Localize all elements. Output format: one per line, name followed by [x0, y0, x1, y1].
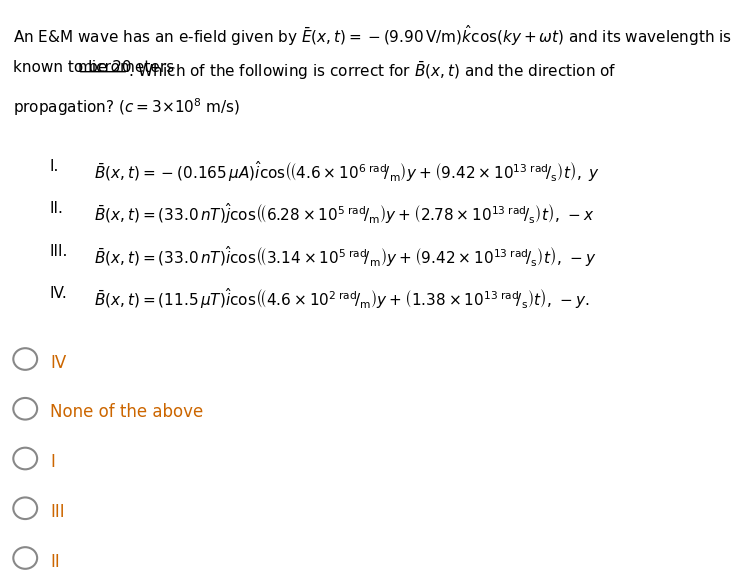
Text: $\bar{B}(x,t) = -(0.165\,\mu A)\hat{i}\cos\!\left(\!\left(4.6 \times 10^6\,{}^{\: $\bar{B}(x,t) = -(0.165\,\mu A)\hat{i}\c…: [94, 159, 599, 184]
Text: II.: II.: [49, 201, 63, 217]
Text: IV: IV: [50, 353, 67, 372]
Text: . Which of the following is correct for $\bar{B}(x, t)$ and the direction of: . Which of the following is correct for …: [128, 60, 617, 82]
Text: IV.: IV.: [49, 286, 67, 301]
Text: $\bar{B}(x,t) = (11.5\,\mu T)\hat{i}\cos\!\left(\!\left(4.6 \times 10^2\,{}^{\ma: $\bar{B}(x,t) = (11.5\,\mu T)\hat{i}\cos…: [94, 286, 589, 311]
Text: III: III: [50, 503, 65, 521]
Text: propagation? $(c = 3{\times}10^8$ m/s$)$: propagation? $(c = 3{\times}10^8$ m/s$)$: [13, 96, 240, 118]
Text: $\bar{B}(x,t) = (33.0\,nT)\hat{i}\cos\!\left(\!\left(3.14 \times 10^5\,{}^{\math: $\bar{B}(x,t) = (33.0\,nT)\hat{i}\cos\!\…: [94, 243, 596, 268]
Text: I: I: [50, 453, 55, 471]
Text: None of the above: None of the above: [50, 404, 204, 421]
Text: I.: I.: [49, 159, 58, 174]
Text: An E&M wave has an e-field given by $\bar{E}(x, t) = -(9.90\,\mathrm{V/m})\hat{k: An E&M wave has an e-field given by $\ba…: [13, 23, 733, 48]
Text: III.: III.: [49, 243, 67, 259]
Text: $\bar{B}(x,t) = (33.0\,nT)\hat{j}\cos\!\left(\!\left(6.28 \times 10^5\,{}^{\math: $\bar{B}(x,t) = (33.0\,nT)\hat{j}\cos\!\…: [94, 201, 594, 226]
Text: micrometers: micrometers: [78, 60, 175, 75]
Text: II: II: [50, 552, 60, 570]
Text: known to be 20: known to be 20: [13, 60, 136, 75]
